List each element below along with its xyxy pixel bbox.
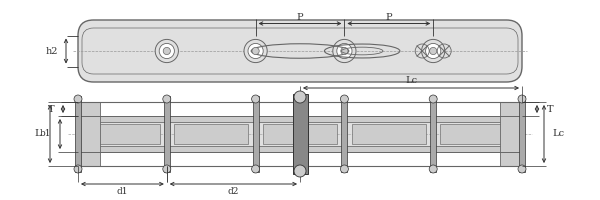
Bar [341,96,347,172]
Circle shape [337,43,352,59]
Circle shape [294,165,306,177]
Circle shape [244,39,267,63]
Bar [78,116,167,122]
Circle shape [341,47,348,55]
Bar [433,116,522,122]
Text: b1: b1 [40,130,52,138]
Circle shape [74,165,82,173]
Text: Lc: Lc [405,76,417,85]
Bar [167,116,256,122]
Text: h2: h2 [46,46,58,55]
Bar [433,122,522,146]
Bar [253,96,259,172]
Bar [440,124,515,144]
Circle shape [333,39,356,63]
Bar [167,146,256,152]
Circle shape [74,95,82,103]
Text: Lc: Lc [552,130,564,138]
Bar [344,122,433,146]
Bar [344,116,433,122]
Circle shape [163,165,171,173]
Bar [433,146,522,152]
Text: L: L [35,130,41,138]
Circle shape [340,165,349,173]
Circle shape [518,165,526,173]
Circle shape [163,95,171,103]
Bar [344,146,433,152]
Bar [519,96,525,172]
Bar [256,116,344,122]
Circle shape [251,95,260,103]
Bar [78,122,167,146]
Circle shape [429,95,437,103]
Circle shape [155,39,178,63]
FancyBboxPatch shape [78,20,522,82]
Bar [352,124,426,144]
Bar [78,146,167,152]
Circle shape [252,47,259,55]
Bar [293,94,308,174]
Text: T: T [547,105,553,114]
Circle shape [251,165,260,173]
Bar [85,124,160,144]
Bar [256,146,344,152]
Circle shape [429,165,437,173]
Bar [430,96,436,172]
Bar [167,122,256,146]
Circle shape [422,39,445,63]
Circle shape [518,95,526,103]
Circle shape [425,43,441,59]
Circle shape [163,47,170,55]
Text: d2: d2 [228,186,239,196]
Bar [78,102,100,166]
Bar [75,96,81,172]
Text: P: P [296,13,304,22]
Circle shape [430,47,437,55]
Text: T: T [47,105,55,114]
Circle shape [248,43,263,59]
Bar [500,102,522,166]
Circle shape [294,91,306,103]
Bar [263,124,337,144]
Bar [256,122,344,146]
Bar [174,124,248,144]
Circle shape [340,95,349,103]
Circle shape [159,43,175,59]
Text: P: P [385,13,392,22]
Text: d1: d1 [116,186,128,196]
Bar [164,96,170,172]
